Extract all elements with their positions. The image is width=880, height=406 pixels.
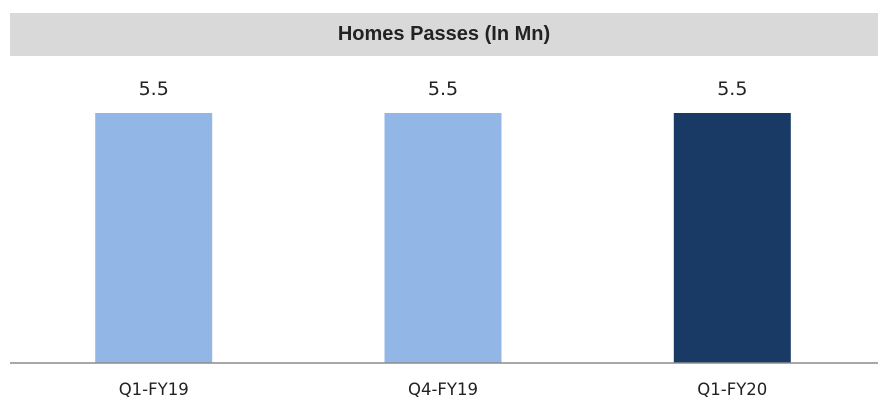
bar-q1-fy19 [95,113,213,363]
x-tick-label: Q4-FY19 [408,380,478,399]
x-tick-label: Q1-FY20 [697,380,767,399]
bar-q4-fy19 [384,113,502,363]
bar-value-label: 5.5 [428,78,458,100]
chart-title-bar: Homes Passes (In Mn) [10,13,878,56]
x-tick-label: Q1-FY19 [119,380,189,399]
bar-value-label: 5.5 [139,78,169,100]
bar-q1-fy20 [673,113,791,363]
chart-title: Homes Passes (In Mn) [337,23,551,45]
bar-value-label: 5.5 [717,78,747,100]
